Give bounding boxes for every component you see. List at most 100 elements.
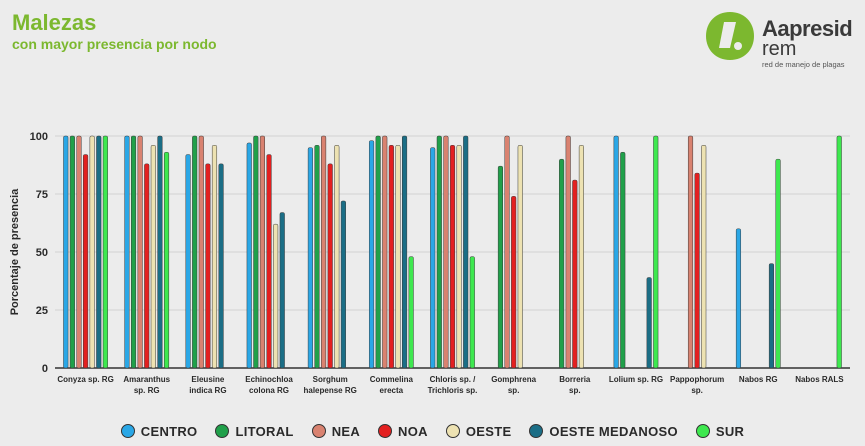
bar-nea [198,135,204,369]
bar-oeste [273,223,279,369]
x-tick-label: erecta [380,386,404,395]
x-tick-label: Echinochloa [245,375,293,384]
bar-sur [775,158,781,369]
bar-noa [205,163,211,369]
logo-sub: rem [762,38,797,60]
bar-centro [124,135,130,369]
x-tick-label: Pappophorum [670,375,724,384]
legend-item: SUR [695,423,745,439]
x-tick-label: sp. [508,386,520,395]
bar-oeste [334,145,340,369]
bar-nea [382,135,388,369]
bar-litoral [375,135,381,369]
legend-item: LITORAL [215,424,293,439]
logo-tagline: red de manejo de plagas [762,60,845,69]
x-tick-label: Commelina [370,375,414,384]
y-tick-label: 100 [30,131,48,143]
legend-swatch [378,424,393,438]
aapresid-leaf-icon [706,12,754,60]
bar-centro [185,154,191,369]
bar-oeste [701,145,707,369]
x-tick-label: Trichloris sp. [428,386,478,395]
y-tick-label: 0 [42,363,48,375]
bar-sur [836,135,842,369]
x-tick-label: Sorghum [313,375,348,384]
y-tick-label: 75 [36,189,48,201]
legend-swatch [120,424,135,438]
bar-litoral [69,135,75,369]
aapresid-rem-logo: Aapresid rem red de manejo de plagas [704,10,864,72]
bar-centro [368,140,375,369]
legend-swatch [445,424,460,438]
bar-litoral [130,135,137,369]
bar-litoral [314,145,320,369]
bar-oeste-medanoso [340,200,346,369]
y-tick-label: 25 [36,305,48,317]
legend-label: NOA [398,423,428,439]
x-tick-label: Nabos RG [739,375,778,384]
x-tick-label: Amaranthus [123,375,170,384]
x-tick-label: Lolium sp. RG [609,375,663,384]
x-tick-label: Eleusine [191,375,224,384]
bar-oeste [395,145,401,369]
bar-noa [327,163,333,369]
bar-chart: 0 25 50 75 100 Porcentaje de presencia Conyza … [9,131,850,395]
legend-item: NOA [378,424,428,439]
bar-nea [137,135,143,369]
x-tick-label: Borreria [559,375,591,384]
bar-oeste-medanoso [157,135,163,369]
bar-nea [76,135,82,369]
legend-item: CENTRO [120,423,198,439]
bar-noa [694,172,700,369]
chart-title: Malezas [12,10,97,35]
bar-litoral [436,135,442,369]
bar-centro [430,147,436,369]
bar-oeste [89,135,95,369]
bar-oeste-medanoso [218,163,224,369]
bar-sur [653,135,659,369]
x-tick-label: Nabos RALS [795,375,844,384]
bar-oeste [517,145,523,369]
y-tick-label: 50 [36,247,48,259]
bar-sur [469,256,475,369]
bar-noa [572,179,578,369]
bar-oeste [456,145,462,369]
legend-swatch [529,424,544,438]
legend-swatch [215,424,230,438]
bar-litoral [559,158,565,369]
legend-item: OESTE MEDANOSO [529,424,678,439]
bar-oeste-medanoso [401,135,408,369]
legend-label: LITORAL [235,423,294,439]
bar-nea [565,135,571,369]
bar-litoral [620,151,626,369]
bar-noa [511,196,517,369]
x-tick-label: colona RG [249,386,289,395]
y-axis-label: Porcentaje de presencia [9,188,21,315]
legend-label: CENTRO [140,423,198,439]
bar-nea [259,135,265,369]
legend-label: SUR [715,423,745,439]
bar-noa [83,154,89,369]
bar-oeste-medanoso [646,277,652,369]
bar-nea [504,135,510,369]
x-tick-label: Conyza sp. RG [57,375,113,384]
bar-litoral [497,165,504,369]
bar-centro [246,142,252,369]
legend-label: NEA [331,423,361,439]
logo-name: Aapresid [762,16,853,41]
bar-sur [163,151,170,369]
bar-oeste [150,145,156,369]
x-tick-label: Chloris sp. / [430,375,477,384]
x-tick-label: sp. RG [134,386,160,395]
bar-centro [613,135,619,369]
bar-nea [687,135,694,369]
bar-centro [735,228,742,369]
legend-item: NEA [311,423,361,439]
bar-litoral [192,135,198,369]
chart-legend: CENTRO LITORAL NEA NOA OESTE OESTE MEDANOSO SU… [0,420,865,442]
x-tick-label: sp. [569,386,581,395]
x-tick-label: Gomphrena [491,375,536,384]
chart-subtitle: con mayor presencia por nodo [12,36,217,52]
bar-noa [144,163,150,369]
bar-noa [449,145,456,369]
